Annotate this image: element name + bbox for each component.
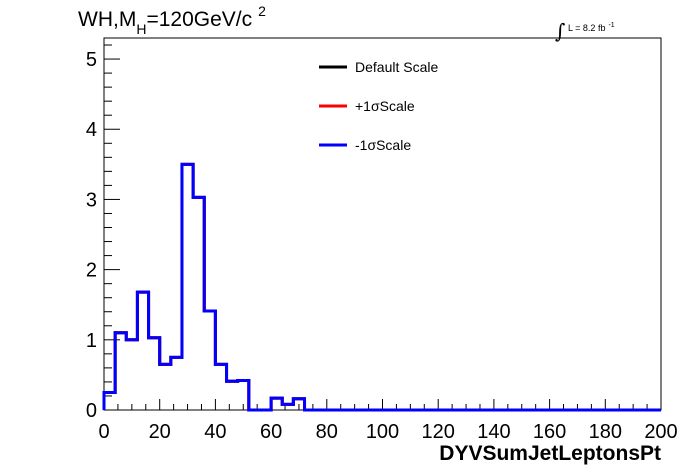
x-tick-label: 80 <box>316 421 338 443</box>
x-tick-label: 120 <box>422 421 455 443</box>
y-tick-label: 3 <box>86 189 97 211</box>
series-line-1 <box>102 162 661 412</box>
x-tick-label: 100 <box>366 421 399 443</box>
legend: Default Scale +1σScale -1σScale <box>319 59 438 153</box>
chart-title: WH,MH=120GeV/c 2 <box>78 3 266 37</box>
series-line-2 <box>102 162 661 412</box>
lumi-text: L = 8.2 fb <box>568 23 605 33</box>
legend-label-plus1sigma: +1σScale <box>355 98 415 114</box>
legend-label-minus1sigma: -1σScale <box>355 137 411 153</box>
x-tick-label: 60 <box>260 421 282 443</box>
x-axis: 0 20 40 60 80 100 120 140 160 180 200 <box>98 399 678 443</box>
y-tick-label: 0 <box>86 400 97 422</box>
plot-frame <box>103 37 662 411</box>
series-layer <box>102 162 661 412</box>
y-tick-label: 2 <box>86 260 97 282</box>
x-tick-label: 0 <box>98 421 109 443</box>
y-axis: 0 1 2 3 4 5 <box>86 44 120 422</box>
title-subscript: H <box>136 21 146 37</box>
title-rest: =120GeV/c <box>146 8 252 31</box>
x-axis-label: DYVSumJetLeptonsPt <box>439 442 661 465</box>
series-line-0 <box>102 162 661 412</box>
x-tick-label: 20 <box>149 421 171 443</box>
title-main: WH,M <box>78 8 136 31</box>
x-tick-label: 40 <box>204 421 226 443</box>
lumi-integral-sign: ∫ <box>555 19 565 43</box>
x-tick-label: 140 <box>477 421 510 443</box>
lumi-annotation: L = 8.2 fb -1 <box>568 22 615 33</box>
y-tick-label: 5 <box>86 49 97 71</box>
y-tick-label: 4 <box>86 119 97 141</box>
y-tick-label: 1 <box>86 330 97 352</box>
title-superscript: 2 <box>258 3 266 19</box>
legend-label-default: Default Scale <box>355 59 438 75</box>
x-tick-label: 160 <box>533 421 566 443</box>
x-tick-label: 200 <box>644 421 677 443</box>
lumi-superscript: -1 <box>608 22 614 29</box>
x-tick-label: 180 <box>589 421 622 443</box>
